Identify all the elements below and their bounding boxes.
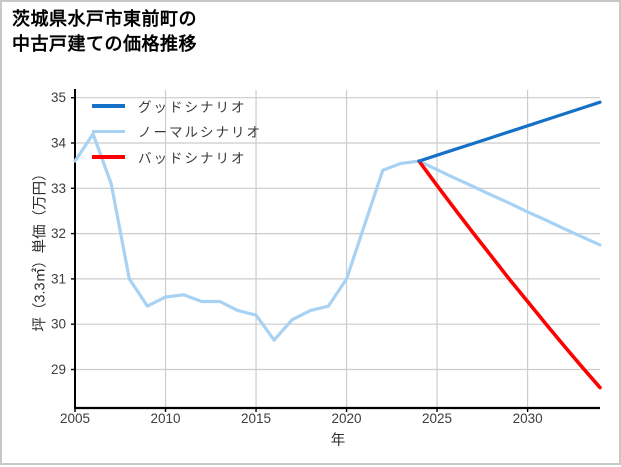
x-tick-label: 2020 (332, 411, 362, 426)
chart-title-line2: 中古戸建ての価格推移 (12, 34, 197, 54)
normal-scenario-line (73, 132, 602, 342)
y-tick-label: 33 (51, 181, 66, 196)
y-tick-label: 35 (51, 90, 66, 105)
good-scenario-line-swatch (92, 104, 125, 108)
x-tick-label: 2010 (150, 411, 180, 426)
normal-scenario-line-swatch (92, 129, 125, 133)
bad-scenario-line (417, 159, 602, 390)
good-scenario-line (417, 100, 602, 163)
bad-scenario-line-swatch (92, 155, 125, 159)
x-axis-label: 年 (330, 433, 346, 449)
y-axis-label: 坪（3.3㎡）単価（万円） (32, 166, 49, 332)
good-scenario-legend-label: グッドシナリオ (138, 99, 247, 115)
x-tick-label: 2015 (241, 411, 271, 426)
y-tick-label: 30 (51, 317, 66, 332)
x-tick-label: 2005 (60, 411, 90, 426)
legend-item-bad-scenario: バッドシナリオ (92, 144, 262, 170)
y-tick-label: 34 (51, 136, 67, 151)
chart-title-line1: 茨城県水戸市東前町の (12, 9, 197, 29)
y-tick-label: 32 (51, 226, 66, 241)
legend-item-good-scenario: グッドシナリオ (92, 93, 262, 119)
bad-scenario-legend-label: バッドシナリオ (138, 150, 247, 166)
legend: グッドシナリオ ノーマルシナリオ バッドシナリオ (92, 93, 262, 170)
normal-scenario-legend-label: ノーマルシナリオ (138, 125, 262, 141)
y-tick-label: 29 (51, 362, 66, 377)
x-tick-label: 2030 (513, 411, 543, 426)
chart-title: 茨城県水戸市東前町の 中古戸建ての価格推移 (12, 7, 197, 57)
legend-item-normal-scenario: ノーマルシナリオ (92, 119, 262, 145)
x-tick-label: 2025 (422, 411, 452, 426)
y-tick-label: 31 (51, 271, 66, 286)
